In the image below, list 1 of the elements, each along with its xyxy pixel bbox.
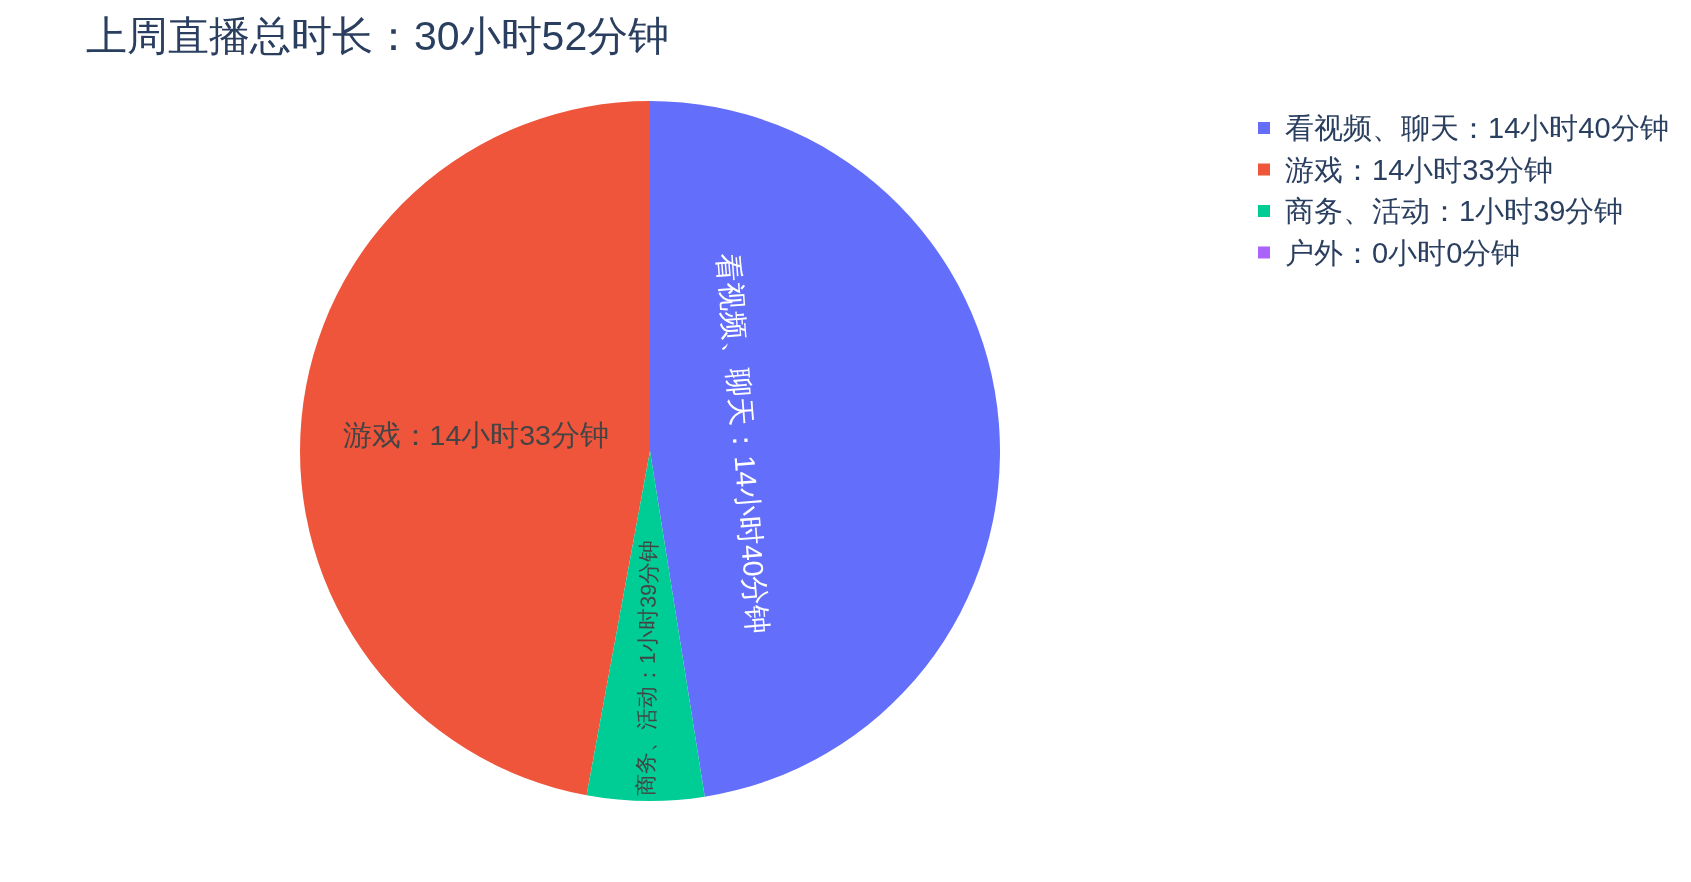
- title: 上周直播总时长：30小时52分钟: [86, 13, 670, 59]
